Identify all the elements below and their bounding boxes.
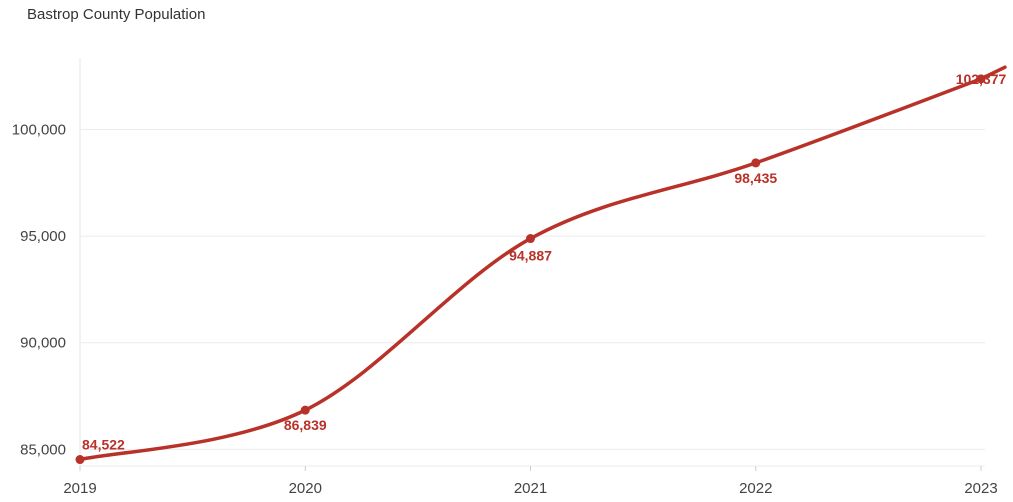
data-label: 102,377 [956,71,1007,87]
data-label: 94,887 [509,248,552,264]
data-point [526,234,535,244]
x-tick-label: 2021 [514,480,547,497]
series-group [75,65,1007,465]
data-point [75,455,85,465]
y-tick-label: 85,000 [20,441,66,458]
data-point [300,405,310,415]
y-tick-label: 100,000 [12,122,66,139]
chart-title: Bastrop County Population [27,6,206,23]
y-axis: 85,000 90,000 95,000 100,000 [12,122,66,459]
y-tick-label: 90,000 [20,335,66,352]
x-tick-label: 2020 [289,480,322,497]
x-tick-label: 2023 [964,480,997,497]
data-label: 98,435 [734,170,777,186]
x-tick-label: 2022 [739,480,772,497]
data-label: 84,522 [82,437,125,453]
data-label: 86,839 [284,417,327,433]
data-point [976,74,986,84]
y-tick-label: 95,000 [20,228,66,245]
data-point [751,158,761,168]
data-labels: 84,522 86,839 94,887 98,435 102,377 [82,71,1007,453]
x-tick-label: 2019 [63,480,96,497]
x-axis: 2019 2020 2021 2022 2023 [63,466,998,497]
